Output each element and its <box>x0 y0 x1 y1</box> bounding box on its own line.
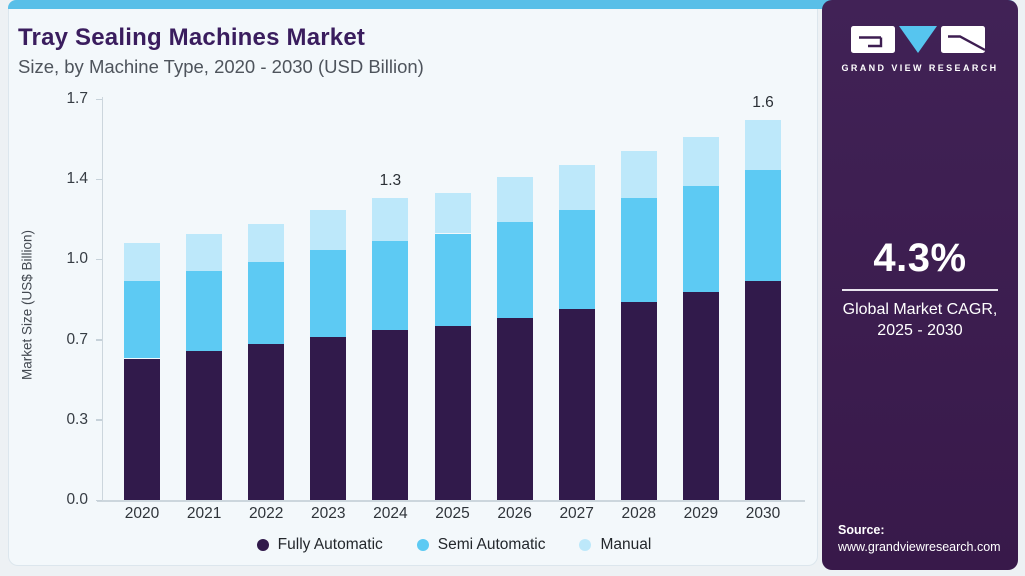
x-tick-label: 2030 <box>745 505 781 522</box>
bar-value-label: 1.3 <box>379 172 402 190</box>
x-tick-label: 2023 <box>311 505 346 522</box>
sidebar: GRAND VIEW RESEARCH 4.3% Global Market C… <box>822 0 1018 570</box>
legend-dot-icon <box>256 539 269 551</box>
bar-segment-semi-automatic <box>682 186 719 293</box>
bar-segment-manual <box>310 209 347 250</box>
x-tick-label: 2028 <box>621 505 657 522</box>
cagr-value: 4.3% <box>873 236 967 280</box>
bar-segment-manual <box>248 224 285 262</box>
cagr-label-line2: 2025 - 2030 <box>877 322 963 339</box>
accent-strip <box>8 0 1017 9</box>
bar-segment-semi-automatic <box>248 261 285 345</box>
bar-segment-semi-automatic <box>620 198 657 302</box>
bar-segment-semi-automatic <box>124 280 160 359</box>
y-tick-label: 0.0 <box>66 491 88 508</box>
brand-logo: GRAND VIEW RESEARCH <box>822 24 1018 73</box>
x-tick-label: 2022 <box>248 505 284 522</box>
y-tick-mark <box>96 258 102 261</box>
legend-item: Semi Automatic <box>416 536 546 554</box>
chart-subtitle: Size, by Machine Type, 2020 - 2030 (USD … <box>18 56 424 77</box>
y-tick-mark <box>96 499 102 501</box>
x-tick-label: 2025 <box>435 505 470 522</box>
bar-segment-semi-automatic <box>558 209 595 309</box>
bar-segment-fully-automatic <box>186 351 223 500</box>
bar-segment-manual <box>124 242 160 281</box>
bar-segment-manual <box>372 198 409 241</box>
y-tick-label: 1.4 <box>66 170 88 188</box>
y-tick-mark <box>96 98 102 100</box>
x-tick-label: 2026 <box>497 505 532 522</box>
cagr-label-line1: Global Market CAGR, <box>842 301 998 318</box>
bar-segment-fully-automatic <box>558 308 595 500</box>
y-tick-label: 0.3 <box>66 410 88 428</box>
bar-segment-manual <box>496 176 533 222</box>
bar-segment-manual <box>434 193 471 234</box>
y-axis-title: Market Size (US$ Billion) <box>19 229 35 381</box>
legend-dot-icon <box>416 539 429 551</box>
legend-label: Fully Automatic <box>277 536 383 553</box>
bar-value-label: 1.6 <box>752 94 774 112</box>
bar-segment-semi-automatic <box>496 221 533 319</box>
x-tick-label: 2021 <box>186 505 222 522</box>
bar-segment-fully-automatic <box>620 301 657 500</box>
bar-segment-semi-automatic <box>434 233 471 326</box>
x-axis-line <box>97 500 805 502</box>
legend-label: Manual <box>600 536 652 553</box>
bar-segment-semi-automatic <box>372 240 409 331</box>
bar-segment-fully-automatic <box>310 337 347 500</box>
source-block: Source: www.grandviewresearch.com <box>838 521 1001 556</box>
bar-segment-fully-automatic <box>496 318 533 500</box>
bar-segment-manual <box>745 120 781 170</box>
bar-segment-fully-automatic <box>124 358 160 500</box>
bar-segment-fully-automatic <box>434 325 471 500</box>
y-tick-label: 1.7 <box>66 90 88 107</box>
bar-segment-fully-automatic <box>248 344 285 500</box>
source-label: Source: <box>838 523 885 537</box>
x-tick-label: 2020 <box>124 505 160 522</box>
bar-segment-manual <box>558 165 595 210</box>
source-url: www.grandviewresearch.com <box>838 540 1001 554</box>
legend-item: Manual <box>579 536 651 554</box>
legend-label: Semi Automatic <box>437 536 546 553</box>
cagr-block: 4.3% Global Market CAGR, 2025 - 2030 <box>822 236 1018 341</box>
y-tick-label: 0.7 <box>66 330 88 348</box>
brand-logo-text: GRAND VIEW RESEARCH <box>841 63 999 73</box>
cagr-divider <box>842 289 998 291</box>
bar-segment-fully-automatic <box>745 280 781 500</box>
bar-segment-semi-automatic <box>310 250 347 338</box>
gvr-logo-icon <box>851 26 986 53</box>
x-tick-label: 2029 <box>683 505 719 522</box>
x-tick-label: 2024 <box>373 505 408 522</box>
bar-segment-fully-automatic <box>372 330 409 500</box>
y-tick-mark <box>96 178 102 181</box>
bar-segment-manual <box>682 136 719 187</box>
bar-segment-semi-automatic <box>186 271 223 352</box>
y-tick-mark <box>96 339 102 341</box>
y-tick-mark <box>96 419 102 421</box>
chart-title: Tray Sealing Machines Market <box>18 24 366 51</box>
x-tick-label: 2027 <box>559 505 594 522</box>
legend: Fully Automatic Semi Automatic Manual <box>103 536 805 554</box>
y-tick-label: 1.0 <box>66 250 88 268</box>
bar-segment-semi-automatic <box>745 169 781 281</box>
bar-segment-manual <box>620 150 657 199</box>
bar-segment-fully-automatic <box>682 292 719 500</box>
bar-segment-manual <box>186 233 223 272</box>
legend-dot-icon <box>579 539 592 551</box>
y-axis-line <box>101 97 103 501</box>
legend-item: Fully Automatic <box>256 536 383 554</box>
